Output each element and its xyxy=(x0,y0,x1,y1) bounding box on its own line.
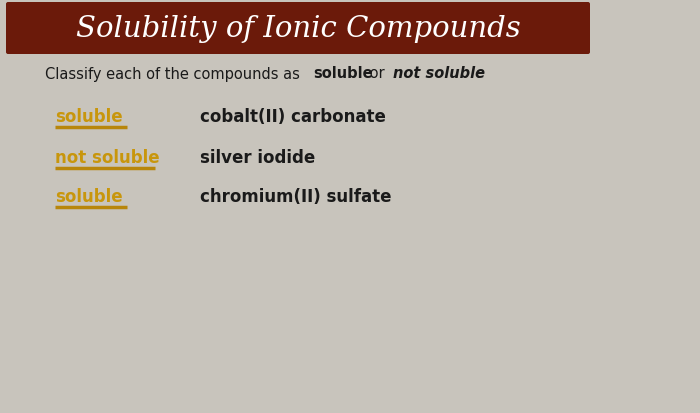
Text: not soluble: not soluble xyxy=(55,149,160,166)
Text: :: : xyxy=(475,66,480,81)
Text: Solubility of Ionic Compounds: Solubility of Ionic Compounds xyxy=(76,15,520,43)
Text: cobalt(II) carbonate: cobalt(II) carbonate xyxy=(200,108,386,126)
Text: or: or xyxy=(365,66,389,81)
Text: silver iodide: silver iodide xyxy=(200,149,315,166)
FancyBboxPatch shape xyxy=(6,3,590,55)
Text: soluble: soluble xyxy=(55,108,122,126)
Text: chromium(II) sulfate: chromium(II) sulfate xyxy=(200,188,391,206)
Text: soluble: soluble xyxy=(313,66,372,81)
Text: soluble: soluble xyxy=(55,188,122,206)
Text: not soluble: not soluble xyxy=(393,66,485,81)
Text: Classify each of the compounds as: Classify each of the compounds as xyxy=(45,66,304,81)
